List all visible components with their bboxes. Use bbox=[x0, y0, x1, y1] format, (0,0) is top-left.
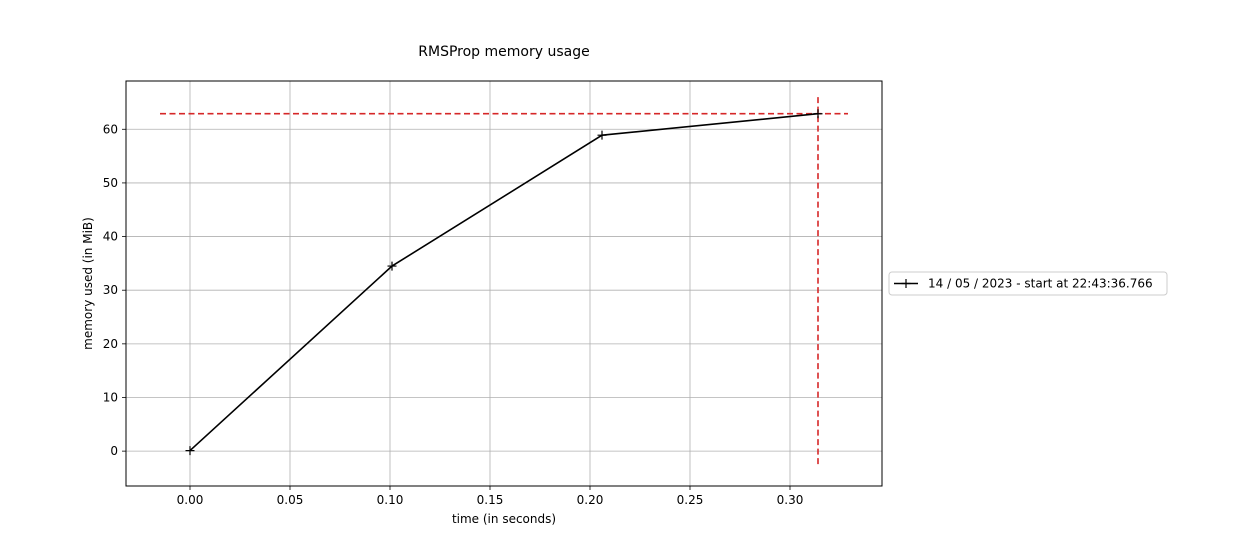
x-tick-label: 0.25 bbox=[677, 493, 704, 507]
grid bbox=[126, 81, 882, 486]
legend-entry-label: 14 / 05 / 2023 - start at 22:43:36.766 bbox=[928, 277, 1153, 291]
x-tick-label: 0.00 bbox=[177, 493, 204, 507]
data-point-marker bbox=[813, 109, 823, 119]
x-tick-label: 0.15 bbox=[477, 493, 504, 507]
y-tick-label: 60 bbox=[103, 122, 118, 136]
legend: 14 / 05 / 2023 - start at 22:43:36.766 bbox=[888, 271, 1168, 296]
y-tick-label: 30 bbox=[103, 283, 118, 297]
reference-lines bbox=[160, 97, 848, 468]
plot-frame bbox=[125, 80, 883, 487]
legend-marker bbox=[901, 279, 911, 288]
y-tick-label: 50 bbox=[103, 176, 118, 190]
x-tick-label: 0.10 bbox=[377, 493, 404, 507]
y-tick-label: 40 bbox=[103, 230, 118, 244]
x-tick-label: 0.20 bbox=[577, 493, 604, 507]
x-axis-label: time (in seconds) bbox=[452, 512, 556, 526]
y-tick-label: 0 bbox=[110, 444, 118, 458]
y-axis-ticks: 0 10 20 30 40 50 60 bbox=[103, 122, 126, 458]
x-axis-ticks: 0.00 0.05 0.10 0.15 0.20 0.25 0.30 bbox=[177, 486, 804, 507]
x-tick-label: 0.05 bbox=[277, 493, 304, 507]
data-point-marker bbox=[387, 261, 397, 271]
x-tick-label: 0.30 bbox=[777, 493, 804, 507]
legend-box bbox=[888, 271, 1168, 296]
series-layer bbox=[185, 109, 823, 456]
y-tick-label: 20 bbox=[103, 337, 118, 351]
y-tick-label: 10 bbox=[103, 390, 118, 404]
data-point-marker bbox=[597, 130, 607, 140]
y-axis-label: memory used (in MiB) bbox=[81, 217, 95, 350]
chart-title: RMSProp memory usage bbox=[418, 44, 589, 60]
series-line bbox=[189, 112, 819, 452]
data-point-marker bbox=[185, 446, 195, 456]
